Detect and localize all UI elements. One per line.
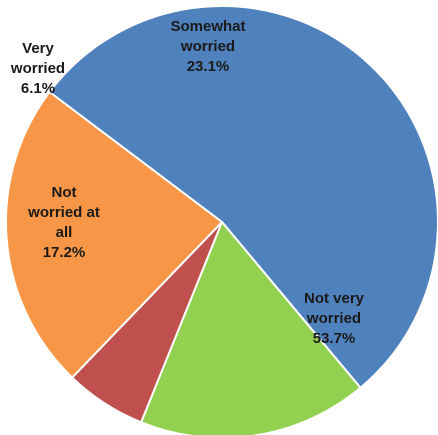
- pie-slice-not-worried-at-all: [140, 221, 362, 435]
- slice-label-line: worried at: [27, 204, 100, 221]
- slice-label-line: 17.2%: [43, 244, 86, 261]
- pie-slices: [5, 5, 438, 435]
- slice-label-line: Somewhat: [170, 18, 245, 35]
- slice-label-not-very-worried: Not very worried 53.7%: [304, 290, 365, 347]
- slice-label-line: worried: [180, 38, 235, 55]
- slice-label-line: 53.7%: [313, 330, 356, 347]
- slice-label-line: all: [56, 224, 73, 241]
- pie-labels: Not very worried 53.7% Not worried at all 17.2…: [10, 18, 365, 347]
- pie-slice-somewhat-worried: [5, 91, 223, 379]
- slice-label-line: 6.1%: [21, 80, 55, 97]
- slice-label-line: Not very: [304, 290, 365, 307]
- slice-label-very-worried: Very worried 6.1%: [10, 40, 65, 97]
- slice-label-not-worried-at-all: Not worried at all 17.2%: [27, 184, 100, 261]
- slice-label-somewhat-worried: Somewhat worried 23.1%: [170, 18, 245, 75]
- slice-label-line: Not: [52, 184, 77, 201]
- slice-label-line: worried: [10, 60, 65, 77]
- slice-label-line: Very: [22, 40, 54, 57]
- slice-label-line: 23.1%: [187, 58, 230, 75]
- pie-slice-not-very-worried: [48, 5, 438, 389]
- slice-label-line: worried: [306, 310, 361, 327]
